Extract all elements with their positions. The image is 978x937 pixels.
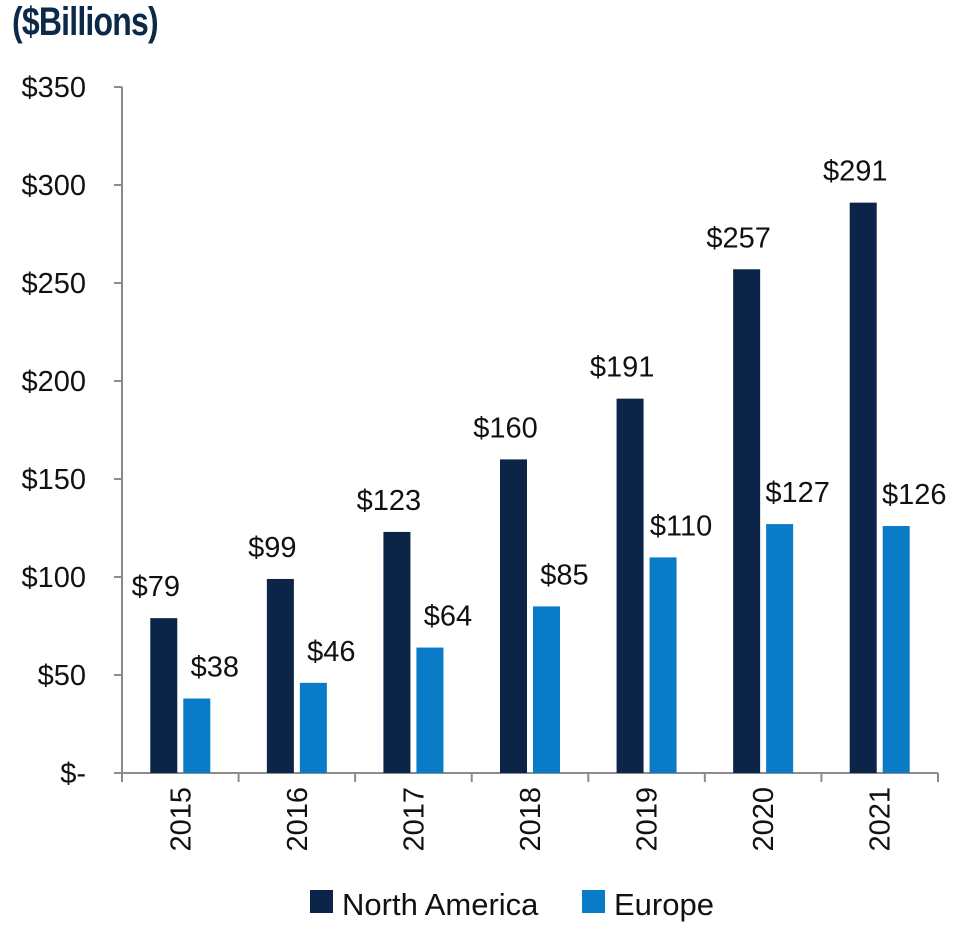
bar-europe (183, 698, 211, 773)
data-label: $85 (540, 559, 588, 591)
legend-swatch (582, 890, 605, 913)
legend-label: North America (342, 887, 539, 922)
bar-europe (533, 606, 560, 773)
data-label: $99 (248, 532, 296, 564)
y-tick-label: $300 (21, 170, 86, 202)
data-label: $64 (424, 601, 472, 633)
bar-north-america (266, 578, 294, 773)
bar-north-america (383, 531, 411, 773)
chart-title: ($Billions) (12, 0, 159, 44)
data-label: $160 (473, 412, 538, 444)
y-tick-label: $- (60, 758, 86, 790)
data-label: $126 (882, 479, 947, 511)
x-tick-label: 2017 (398, 787, 430, 852)
bar-north-america (849, 202, 877, 773)
data-label: $127 (765, 477, 830, 509)
axes: $- $50 $100 $150 $200 $250 $300 $350 2015 2016 201… (21, 72, 939, 852)
x-tick-label: 2019 (632, 787, 664, 852)
data-label: $110 (650, 510, 712, 542)
bar-europe (649, 557, 677, 773)
data-label: $46 (307, 636, 355, 668)
data-label: $257 (706, 222, 771, 254)
data-label: $291 (823, 156, 888, 188)
bars (150, 202, 910, 773)
data-label: $123 (357, 485, 422, 517)
x-tick-label: 2021 (865, 787, 897, 852)
y-tick-label: $100 (21, 562, 86, 594)
x-tick-label: 2020 (748, 787, 780, 852)
bar-europe (416, 647, 444, 773)
bar-europe (766, 524, 794, 773)
data-labels: $79 $99 $123 $160 $191 $257 $291 $38 $46 $64 $85 $1… (132, 156, 947, 684)
x-tick-label: 2016 (282, 787, 314, 852)
x-tick-label: 2015 (165, 787, 197, 852)
bar-north-america (500, 459, 527, 773)
data-label: $79 (132, 571, 180, 603)
y-tick-label: $250 (21, 268, 86, 300)
bar-europe (299, 682, 327, 773)
data-label: $191 (590, 352, 655, 384)
y-tick-label: $50 (38, 660, 86, 692)
bar-europe (882, 526, 910, 773)
x-tick-label: 2018 (515, 787, 547, 852)
y-tick-label: $150 (21, 464, 86, 496)
bar-north-america (733, 269, 761, 773)
data-label: $38 (191, 652, 239, 684)
bar-north-america (616, 398, 644, 773)
legend-swatch (310, 890, 333, 913)
y-tick-label: $350 (21, 72, 86, 104)
bar-north-america (150, 618, 178, 773)
legend-label: Europe (614, 887, 714, 922)
legend: North America Europe (310, 887, 714, 922)
y-tick-label: $200 (21, 366, 86, 398)
